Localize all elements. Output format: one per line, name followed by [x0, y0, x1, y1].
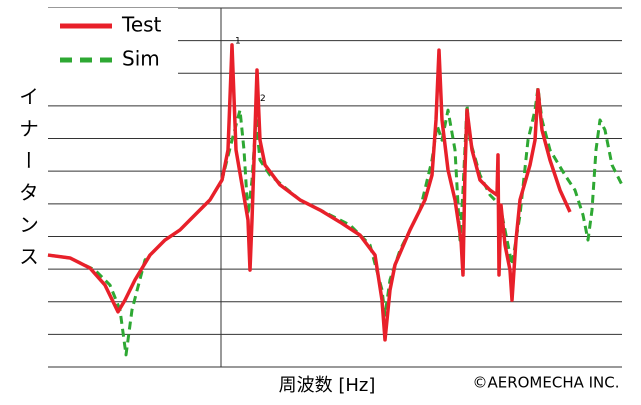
copyright: ©AEROMECHA INC. [472, 374, 619, 392]
legend-box [48, 8, 178, 78]
annotation: 1 [235, 36, 241, 46]
legend-label: Sim [122, 47, 160, 71]
line [47, 43, 572, 342]
y-axis-label: イナータンス [16, 86, 40, 278]
legend: Test Sim [48, 8, 178, 78]
legend-label: Test [121, 13, 162, 37]
x-axis-label: 周波数 [Hz] [279, 375, 376, 396]
annotation: 2 [260, 94, 266, 104]
